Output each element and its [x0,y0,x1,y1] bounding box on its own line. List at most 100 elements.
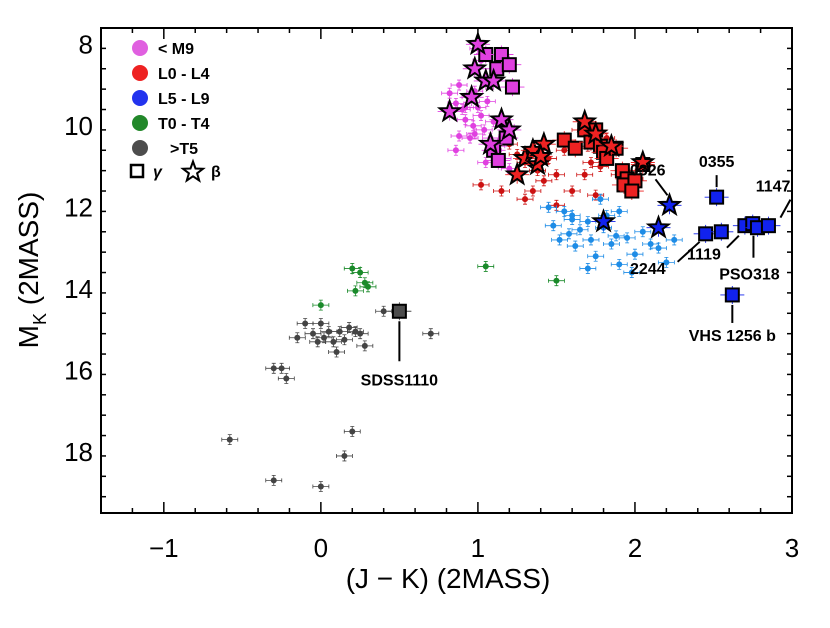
series-young-l5-l9 [693,188,781,304]
data-point-star [480,67,507,92]
data-point-star [582,120,609,145]
data-point-square [501,57,517,73]
data-point [556,236,563,243]
y-axis-title-sub: K [30,313,50,325]
data-point [587,159,594,166]
data-point-square [567,140,583,156]
data-point [553,202,560,209]
data-point-square [724,287,740,303]
data-point-star [527,142,554,168]
data-point [553,277,560,284]
data-point [581,171,588,178]
data-point [341,452,348,459]
data-point [270,477,277,484]
y-tick-label: 12 [64,192,93,222]
x-tick-label: 0 [314,533,328,563]
data-point [671,236,678,243]
data-point [561,208,568,215]
data-point [321,334,328,341]
data-point-star [477,130,504,156]
data-point-square [698,226,714,242]
data-point [481,126,488,133]
data-point [333,349,340,356]
points-layer [221,30,781,492]
series-field-t5 [221,305,440,492]
data-point [452,147,459,154]
data-point [522,196,529,203]
annotation-label: 1147 [756,179,791,196]
data-point [325,328,332,335]
annotation-label: VHS 1256 b [689,328,776,345]
data-point [317,483,324,490]
data-point [608,241,615,248]
data-point [482,263,489,270]
data-point [565,230,572,237]
data-point [529,188,536,195]
data-point [647,241,654,248]
annotation-1147: 1147 [756,179,792,219]
y-axis-title-main: M [13,325,44,348]
data-point-square [391,303,407,319]
data-point-star [461,55,488,80]
data-point-star [571,108,598,133]
legend-label-l0-l4: L0 - L4 [158,66,210,83]
annotation-sdss1110: SDSS1110 [361,321,438,389]
data-point [471,130,478,137]
data-point-star [629,149,656,174]
data-point [317,302,324,309]
legend-star-marker [180,158,206,183]
legend-marker-lt-m9 [132,40,148,56]
data-point [349,265,356,272]
data-point [283,375,290,382]
data-point-star [496,116,523,141]
data-point [631,251,638,258]
y-tick-label: 16 [64,355,93,385]
data-point [613,232,620,239]
data-point [553,171,560,178]
data-point-star [656,191,683,217]
data-point [352,328,359,335]
data-point [364,283,371,290]
data-point [478,112,485,119]
y-tick-label: 14 [64,274,93,304]
data-point [572,243,579,250]
annotation-label: 0326 [630,162,666,179]
data-point [470,122,477,129]
annotations-layer: 0326 0355 1147 1119 2244 PSO318 VHS 1256 b SDSS… [361,154,792,389]
data-point [639,228,646,235]
series-young-m9 [436,30,523,156]
x-axis-title: (J − K) (2MASS) [346,563,551,594]
y-tick-label: 10 [64,111,93,141]
data-point-square [713,224,729,240]
annotation-pso318: PSO318 [719,235,780,284]
data-point-star [590,208,617,233]
data-point [349,428,356,435]
data-point [584,218,591,225]
data-point [352,287,359,294]
data-point [540,177,547,184]
annotation-label: 0355 [699,154,735,171]
legend-marker-l0-l4 [132,65,148,81]
data-point [302,320,309,327]
data-point-star [504,161,530,186]
series-young-l5-l9 [590,191,683,239]
data-point-square [490,152,506,168]
leader-line [654,178,669,196]
data-point [569,188,576,195]
data-point [361,342,368,349]
series-field-t0-t4 [312,261,565,311]
data-point [484,98,491,105]
annotation-label: 1119 [687,247,721,264]
legend-marker-gt-t5 [132,140,148,156]
legend-label-lt-m9: < M9 [158,41,194,58]
data-point-star [488,106,515,131]
data-point [462,116,469,123]
data-point [341,336,348,343]
data-point [452,100,459,107]
data-point [616,261,623,268]
data-point-star [465,30,491,56]
data-point-square [709,189,725,205]
y-tick-label: 18 [64,437,93,467]
data-point-star [598,132,625,158]
legend-square-marker [129,163,145,179]
